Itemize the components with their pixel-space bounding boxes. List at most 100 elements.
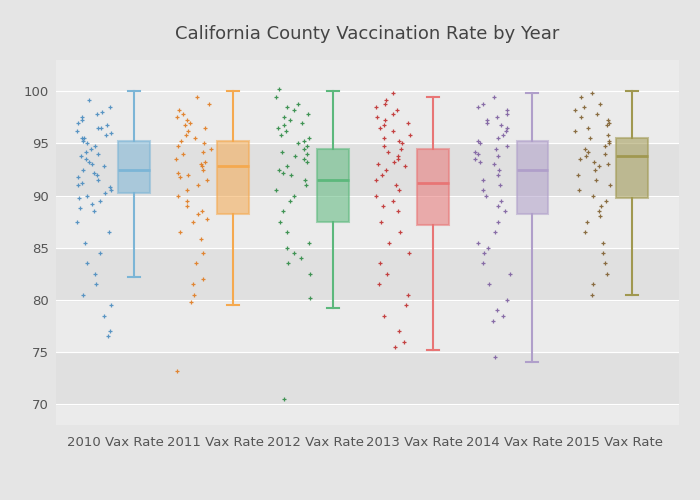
- Point: [587, 90, 598, 98]
- Point: [89, 270, 100, 278]
- Point: [299, 155, 310, 163]
- Point: [197, 275, 209, 283]
- Point: [285, 197, 296, 205]
- Point: [391, 106, 402, 114]
- Point: [71, 218, 83, 226]
- Point: [392, 155, 403, 163]
- Point: [395, 144, 407, 152]
- Point: [393, 327, 405, 335]
- Point: [180, 131, 191, 139]
- Point: [100, 131, 111, 139]
- Point: [105, 301, 116, 309]
- Point: [603, 118, 614, 126]
- Point: [81, 140, 92, 147]
- Point: [473, 150, 484, 158]
- Point: [370, 192, 382, 200]
- Point: [377, 202, 388, 210]
- Point: [299, 138, 310, 145]
- Point: [600, 260, 611, 268]
- Point: [587, 290, 598, 298]
- Point: [181, 197, 193, 205]
- Point: [177, 110, 188, 118]
- Point: [600, 197, 611, 205]
- Point: [282, 228, 293, 236]
- Point: [71, 127, 83, 135]
- Point: [379, 116, 391, 124]
- Point: [582, 148, 594, 156]
- Point: [397, 140, 408, 147]
- Point: [603, 116, 614, 124]
- Point: [76, 114, 87, 122]
- Point: [371, 176, 382, 184]
- Point: [92, 176, 104, 184]
- Point: [86, 200, 97, 208]
- Point: [477, 186, 489, 194]
- Point: [84, 96, 95, 104]
- Point: [575, 114, 587, 122]
- Point: [495, 120, 506, 128]
- Point: [304, 270, 316, 278]
- Bar: [517, 142, 548, 214]
- Point: [394, 228, 405, 236]
- Point: [183, 170, 194, 178]
- Point: [172, 192, 183, 200]
- Point: [500, 207, 511, 215]
- Point: [295, 254, 306, 262]
- Point: [489, 228, 500, 236]
- Point: [99, 162, 110, 170]
- Point: [77, 290, 88, 298]
- Point: [491, 306, 503, 314]
- Point: [475, 158, 486, 166]
- Bar: [56, 300, 679, 352]
- Point: [174, 228, 186, 236]
- Point: [383, 148, 394, 156]
- Point: [501, 110, 512, 118]
- Point: [187, 218, 198, 226]
- Point: [378, 120, 389, 128]
- Bar: [218, 142, 249, 214]
- Bar: [416, 148, 449, 225]
- Point: [278, 207, 289, 215]
- Point: [272, 124, 284, 132]
- Point: [289, 152, 300, 160]
- Point: [604, 181, 615, 189]
- Point: [105, 129, 116, 137]
- Point: [371, 114, 382, 122]
- Point: [389, 343, 400, 351]
- Point: [182, 202, 193, 210]
- Point: [388, 197, 399, 205]
- Point: [304, 238, 315, 246]
- Point: [199, 158, 211, 166]
- Point: [490, 353, 501, 361]
- Point: [501, 124, 512, 132]
- Point: [104, 103, 116, 111]
- Point: [92, 124, 103, 132]
- Point: [599, 150, 610, 158]
- Point: [304, 294, 316, 302]
- Bar: [317, 148, 349, 222]
- Point: [572, 170, 583, 178]
- Point: [371, 103, 382, 111]
- Point: [504, 270, 515, 278]
- Point: [493, 218, 504, 226]
- Point: [199, 124, 211, 132]
- Point: [602, 131, 613, 139]
- Point: [483, 280, 494, 288]
- Point: [92, 110, 103, 118]
- Point: [173, 168, 184, 176]
- Bar: [56, 248, 679, 300]
- Point: [80, 238, 91, 246]
- Point: [501, 142, 512, 150]
- Point: [472, 138, 483, 145]
- Point: [473, 103, 484, 111]
- Point: [495, 181, 506, 189]
- Point: [278, 168, 289, 176]
- Point: [489, 160, 500, 168]
- Point: [197, 148, 209, 156]
- Point: [77, 134, 88, 142]
- Bar: [118, 142, 150, 194]
- Point: [192, 92, 203, 100]
- Point: [270, 186, 281, 194]
- Point: [570, 106, 581, 114]
- Point: [104, 327, 116, 335]
